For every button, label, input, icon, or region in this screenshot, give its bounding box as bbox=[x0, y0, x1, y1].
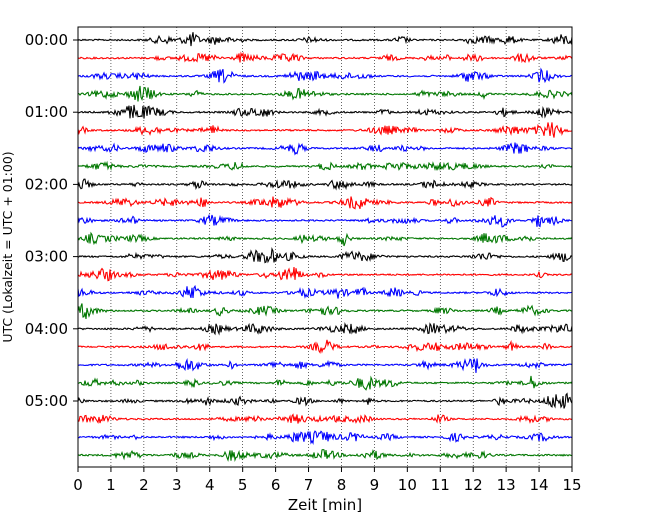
x-axis-ticks: 0 1 2 3 4 5 6 7 8 9 10 11 12 13 14 15 bbox=[73, 467, 582, 494]
y-axis-ticks: 00:00 01:00 02:00 03:00 04:00 05:00 bbox=[25, 31, 78, 410]
seismogram-trace bbox=[77, 85, 573, 102]
grid-lines bbox=[110, 27, 540, 467]
y-tick-label: 02:00 bbox=[25, 175, 68, 193]
y-tick-label: 03:00 bbox=[25, 248, 68, 266]
x-tick-label: 2 bbox=[139, 476, 149, 494]
seismogram-trace bbox=[77, 322, 573, 336]
seismogram-trace bbox=[77, 266, 573, 282]
seismogram-trace bbox=[77, 122, 573, 138]
x-tick-label: 7 bbox=[304, 476, 314, 494]
x-tick-label: 6 bbox=[271, 476, 281, 494]
x-tick-label: 3 bbox=[172, 476, 182, 494]
seismogram-trace bbox=[77, 430, 573, 446]
seismogram-trace bbox=[77, 339, 573, 354]
y-tick-label: 05:00 bbox=[25, 392, 68, 410]
x-tick-label: 11 bbox=[431, 476, 450, 494]
y-tick-label: 01:00 bbox=[25, 103, 68, 121]
seismogram-trace bbox=[77, 375, 573, 391]
x-tick-label: 10 bbox=[398, 476, 417, 494]
x-tick-label: 15 bbox=[562, 476, 581, 494]
x-tick-label: 1 bbox=[106, 476, 116, 494]
seismogram-trace bbox=[77, 231, 573, 247]
seismogram-trace bbox=[77, 213, 573, 228]
seismogram-trace bbox=[77, 357, 573, 373]
x-axis-title: Zeit [min] bbox=[288, 496, 362, 514]
seismogram-traces bbox=[77, 32, 573, 463]
y-tick-label: 00:00 bbox=[25, 31, 68, 49]
x-tick-label: 4 bbox=[205, 476, 215, 494]
seismogram-trace bbox=[77, 104, 573, 119]
seismogram-trace bbox=[77, 142, 573, 156]
seismogram-trace bbox=[77, 303, 573, 319]
x-tick-label: 12 bbox=[464, 476, 483, 494]
seismogram-trace bbox=[77, 178, 573, 191]
seismogram-trace bbox=[77, 247, 573, 264]
seismogram-trace bbox=[77, 413, 573, 424]
x-tick-label: 8 bbox=[337, 476, 347, 494]
y-tick-label: 04:00 bbox=[25, 320, 68, 338]
seismogram-trace bbox=[77, 51, 573, 64]
seismogram-trace bbox=[77, 196, 573, 210]
seismogram-trace bbox=[77, 67, 573, 84]
x-tick-label: 5 bbox=[238, 476, 248, 494]
seismogram-trace bbox=[77, 284, 573, 299]
seismogram-trace bbox=[77, 449, 573, 463]
x-tick-label: 14 bbox=[530, 476, 549, 494]
seismogram-trace bbox=[77, 32, 573, 47]
plot-frame bbox=[77, 26, 573, 468]
x-tick-label: 9 bbox=[370, 476, 380, 494]
x-tick-label: 13 bbox=[497, 476, 516, 494]
seismogram-trace bbox=[77, 160, 573, 172]
y-axis-title: UTC (Lokalzeit = UTC + 01:00) bbox=[0, 151, 15, 342]
x-tick-label: 0 bbox=[73, 476, 83, 494]
seismogram-trace bbox=[77, 392, 573, 409]
